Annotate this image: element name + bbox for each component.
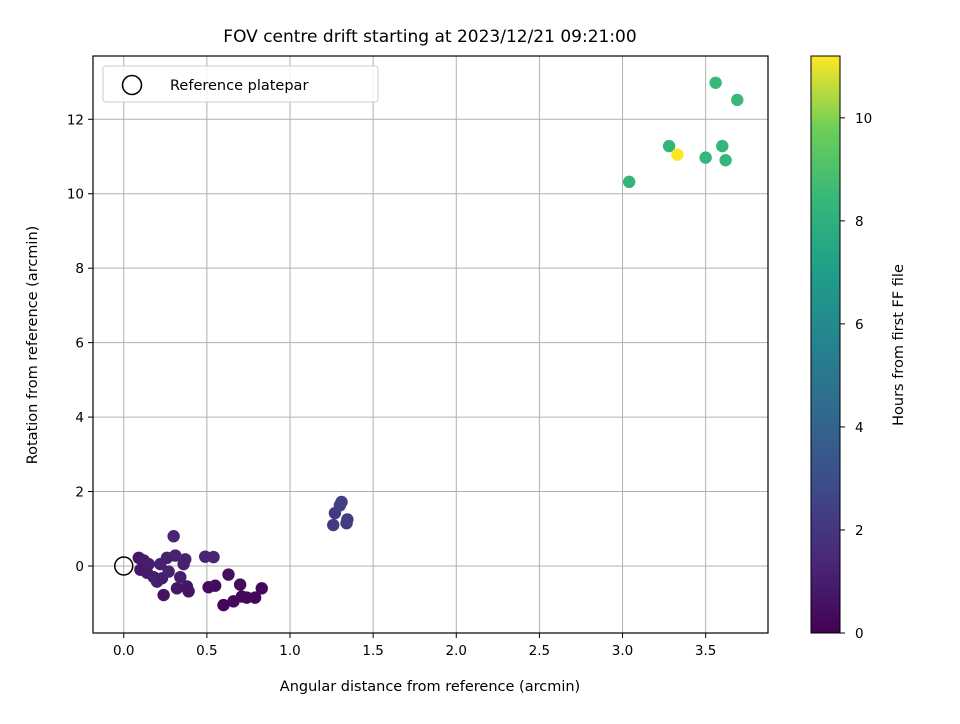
grid-lines	[93, 56, 768, 633]
x-axis-label: Angular distance from reference (arcmin)	[280, 679, 580, 695]
legend-label-reference-platepar: Reference platepar	[170, 78, 308, 94]
y-tick-label: 12	[67, 112, 84, 128]
data-point	[719, 154, 732, 167]
data-point	[662, 139, 676, 153]
plot-area-frame	[92, 55, 769, 634]
y-tick-label: 10	[67, 187, 84, 203]
reference-platepar-marker	[114, 556, 134, 576]
data-point	[208, 579, 222, 592]
x-tick-label: 1.5	[362, 643, 383, 659]
data-point	[335, 495, 348, 509]
colorbar-label: Hours from first FF file	[891, 264, 907, 426]
data-point	[327, 518, 340, 532]
y-tick-label: 8	[75, 261, 84, 277]
data-point	[222, 568, 235, 581]
data-point	[157, 588, 170, 602]
y-axis-label: Rotation from reference (arcmin)	[25, 226, 41, 465]
colorbar-tick-label: 6	[855, 317, 864, 333]
data-point	[207, 550, 220, 564]
y-tick-label: 0	[75, 559, 84, 575]
data-points	[132, 76, 744, 612]
data-point	[233, 578, 247, 591]
colorbar-gradient	[810, 55, 841, 634]
colorbar-tick-label: 2	[855, 523, 864, 539]
colorbar-ticks: 0 2 4 6 8 10	[840, 111, 872, 642]
y-tick-label: 4	[75, 410, 84, 426]
data-point	[179, 553, 192, 566]
data-point	[217, 598, 230, 612]
y-axis-ticks: 0 2 4 6 8 10 12	[67, 112, 93, 575]
legend-marker-reference-platepar	[121, 74, 143, 96]
data-point	[699, 151, 712, 164]
data-point	[255, 582, 268, 595]
data-point	[162, 565, 175, 578]
colorbar-tick-label: 10	[855, 111, 872, 127]
data-point	[248, 591, 262, 604]
y-tick-label: 2	[75, 485, 84, 501]
data-point	[622, 175, 636, 189]
x-tick-label: 2.5	[529, 643, 550, 659]
x-tick-label: 3.5	[695, 643, 716, 659]
x-axis-ticks: 0.0 0.5 1.0 1.5 2.0 2.5 3.0 3.5	[113, 633, 716, 659]
colorbar-tick-label: 8	[855, 214, 864, 230]
data-point	[174, 570, 187, 584]
x-tick-label: 0.0	[113, 643, 134, 659]
data-point	[170, 582, 184, 595]
x-tick-label: 0.5	[196, 643, 217, 659]
legend: Reference platepar	[102, 65, 379, 103]
data-point	[671, 148, 684, 161]
x-tick-label: 2.0	[446, 643, 467, 659]
data-point	[716, 139, 729, 153]
data-point	[169, 549, 182, 562]
data-point	[167, 530, 180, 543]
data-point	[731, 93, 744, 107]
data-point	[182, 585, 195, 598]
data-point	[709, 76, 722, 90]
x-tick-label: 1.0	[279, 643, 300, 659]
colorbar-tick-label: 4	[855, 420, 864, 436]
colorbar-tick-label: 0	[855, 626, 864, 642]
y-tick-label: 6	[75, 336, 84, 352]
x-tick-label: 3.0	[612, 643, 633, 659]
chart-title: FOV centre drift starting at 2023/12/21 …	[223, 27, 636, 47]
colorbar: 0 2 4 6 8 10 Hours from first FF file	[810, 55, 907, 642]
data-point	[341, 513, 354, 526]
legend-box	[102, 65, 379, 103]
